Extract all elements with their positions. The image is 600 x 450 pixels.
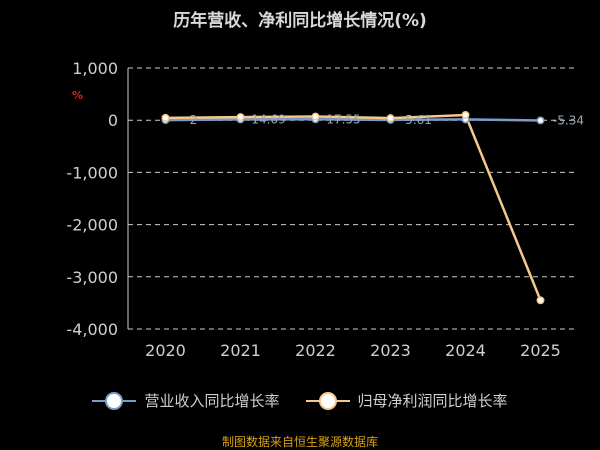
x-tick-label: 2025	[520, 341, 561, 360]
y-tick-label: -3,000	[66, 268, 118, 287]
data-label-revenue: 5.61	[405, 113, 432, 127]
y-tick-label: 0	[108, 111, 118, 130]
series-point-1	[161, 113, 170, 122]
data-label-revenue: 14.69	[251, 112, 285, 126]
legend-label-profit: 归母净利润同比增长率	[357, 392, 508, 410]
legend-swatch-profit	[305, 391, 350, 411]
series-point-1	[311, 112, 320, 121]
legend-item-revenue[interactable]: 营业收入同比增长率	[92, 390, 280, 411]
y-tick-label: -1,000	[66, 163, 118, 182]
series-point-1	[236, 113, 245, 122]
y-tick-label: 1,000	[72, 59, 118, 78]
series-point-1	[386, 114, 395, 123]
series-point-0	[536, 116, 545, 125]
legend-label-revenue: 营业收入同比增长率	[144, 392, 280, 410]
data-source-note: 制图数据来自恒生聚源数据库	[221, 435, 378, 449]
data-label-revenue: 2	[190, 113, 198, 127]
legend-swatch-revenue	[92, 391, 137, 411]
series-point-1	[536, 296, 545, 305]
y-unit-label: %	[72, 89, 84, 102]
x-tick-label: 2020	[145, 341, 186, 360]
y-tick-label: -2,000	[66, 216, 118, 235]
data-label-revenue: 17.55	[326, 112, 360, 126]
x-tick-label: 2024	[445, 341, 486, 360]
legend-item-profit[interactable]: 归母净利润同比增长率	[305, 390, 508, 411]
series-point-1	[461, 111, 470, 119]
x-tick-label: 2023	[370, 341, 411, 360]
series-line-0	[165, 118, 541, 122]
chart-title: 历年营收、净利同比增长情况(%)	[173, 11, 427, 31]
x-tick-label: 2022	[295, 341, 336, 360]
chart-legend: 营业收入同比增长率 归母净利润同比增长率	[0, 390, 600, 411]
data-label-revenue: -5.34	[553, 113, 584, 127]
y-tick-label: -4,000	[66, 320, 118, 339]
x-tick-label: 2021	[220, 341, 261, 360]
series-line-1	[165, 113, 542, 301]
